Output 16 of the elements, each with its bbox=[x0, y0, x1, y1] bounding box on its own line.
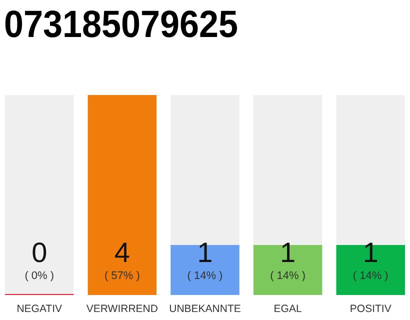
data-label: 1 bbox=[362, 237, 378, 268]
x-tick-label: UNBEKANNTE bbox=[169, 303, 241, 315]
annotation: ( 57% ) bbox=[104, 270, 140, 282]
data-label: 0 bbox=[32, 237, 48, 268]
x-tick-label: EGAL bbox=[274, 303, 302, 315]
annotation: ( 14% ) bbox=[352, 270, 388, 282]
annotation: ( 14% ) bbox=[270, 270, 306, 282]
data-label: 4 bbox=[114, 237, 130, 268]
data-label: 1 bbox=[197, 237, 213, 268]
x-tick-label: VERWIRREND bbox=[86, 303, 158, 315]
annotation: ( 14% ) bbox=[187, 270, 223, 282]
annotation: ( 0% ) bbox=[24, 270, 54, 282]
chart-title: 073185079625 bbox=[4, 4, 258, 46]
data-label: 1 bbox=[280, 237, 296, 268]
x-tick-label: NEGATIV bbox=[16, 303, 62, 315]
x-tick-label: POSITIV bbox=[350, 303, 392, 315]
